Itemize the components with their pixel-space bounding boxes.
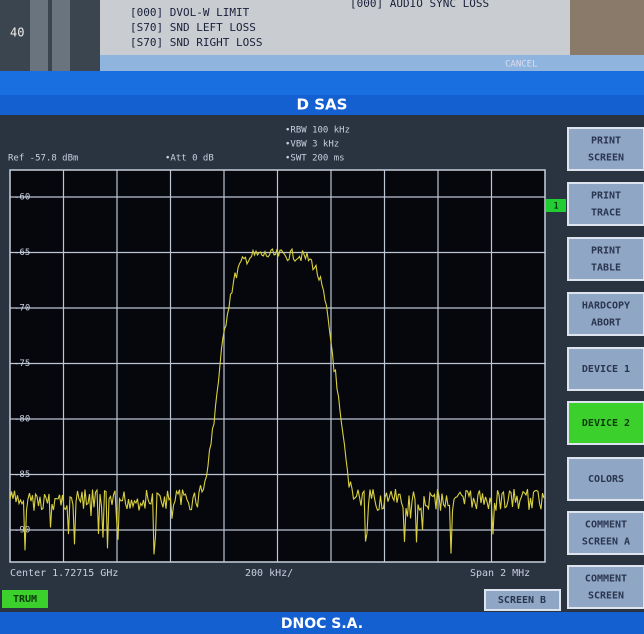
div: 200 kHz/ (245, 568, 293, 579)
meter-label: 40 (10, 26, 24, 40)
button-label: COLORS (588, 474, 624, 485)
span: Span 2 MHz (470, 568, 530, 579)
button-label: ABORT (591, 318, 621, 329)
y-label: -90 (14, 526, 30, 536)
mode-label: TRUM (13, 594, 37, 605)
side-button[interactable] (568, 293, 644, 335)
button-label: DEVICE 2 (582, 418, 630, 429)
screen: 40 60 CANCEL D SAS DNOC S.A. [000] DVOL-… (0, 0, 644, 634)
button-label: PRINT (591, 191, 621, 202)
y-label: -60 (14, 193, 30, 203)
video-thumb (570, 0, 644, 60)
y-label: -80 (14, 415, 30, 425)
button-label: SCREEN (588, 591, 624, 602)
button-label: TABLE (591, 263, 621, 274)
ref: Ref -57.8 dBm (8, 154, 78, 164)
button-label: TRACE (591, 208, 621, 219)
side-button[interactable] (568, 238, 644, 280)
button-label: HARDCOPY (582, 301, 630, 312)
button-label: PRINT (591, 246, 621, 257)
alarm: [S70] SND LEFT LOSS (130, 21, 256, 34)
cancel[interactable]: CANCEL (505, 60, 538, 70)
y-label: -85 (14, 470, 30, 480)
screen-label: SCREEN B (498, 595, 546, 606)
y-label: -65 (14, 248, 30, 258)
side-button[interactable] (568, 566, 644, 608)
marker: 1 (553, 202, 558, 212)
side-button[interactable] (568, 128, 644, 170)
blue-band (0, 71, 644, 95)
alarm: [000] AUDIO SYNC LOSS (350, 0, 489, 10)
setting: •SWT 200 ms (285, 154, 345, 164)
button-label: COMMENT (585, 574, 627, 585)
button-label: COMMENT (585, 520, 627, 531)
button-label: SCREEN A (582, 537, 630, 548)
center: Center 1.72715 GHz (10, 568, 118, 579)
side-button[interactable] (568, 183, 644, 225)
setting: •VBW 3 kHz (285, 140, 339, 150)
alarm: [S70] SND RIGHT LOSS (130, 36, 262, 49)
y-label: -70 (14, 304, 30, 314)
footer-title: DNOC S.A. (281, 616, 363, 632)
att: •Att 0 dB (165, 154, 214, 164)
setting: •RBW 100 kHz (285, 126, 350, 136)
side-button[interactable] (568, 512, 644, 554)
button-label: DEVICE 1 (582, 364, 630, 375)
button-label: SCREEN (588, 153, 624, 164)
alarm: [000] DVOL-W LIMIT (130, 6, 250, 19)
header-title: D SAS (297, 96, 348, 114)
button-label: PRINT (591, 136, 621, 147)
button-row (100, 55, 644, 71)
y-label: -75 (14, 359, 30, 369)
display: 40 60 CANCEL D SAS DNOC S.A. [000] DVOL-… (0, 0, 644, 634)
